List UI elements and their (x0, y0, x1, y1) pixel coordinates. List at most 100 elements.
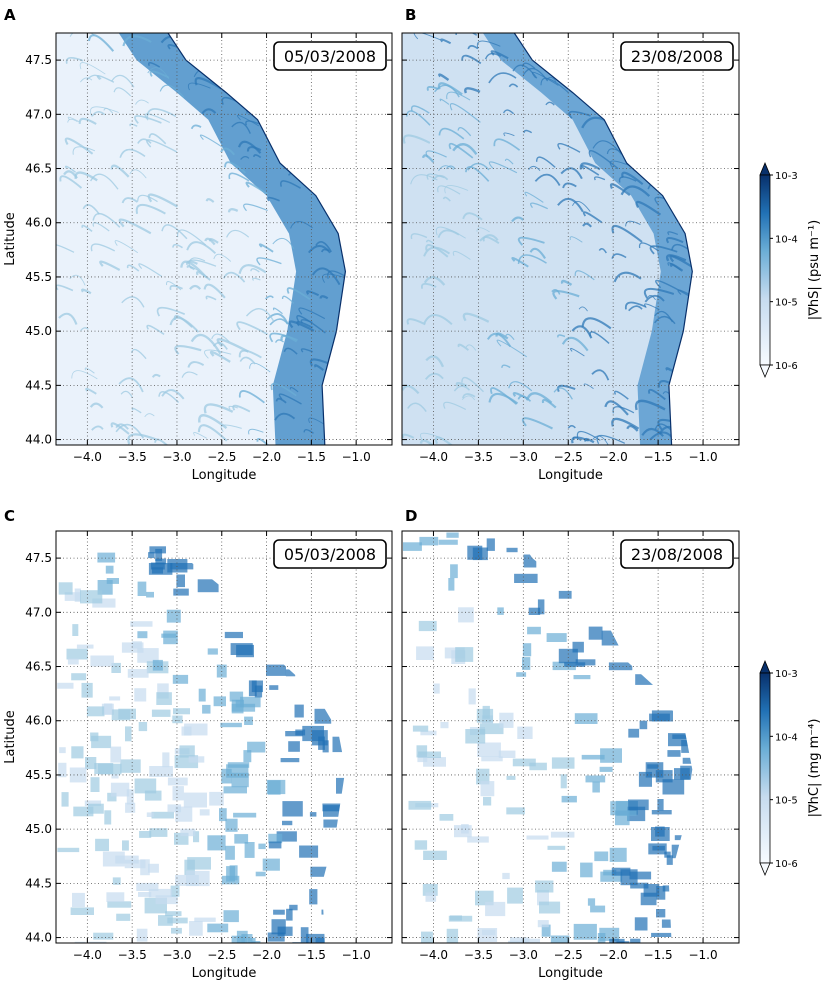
gradient-patch (59, 747, 66, 754)
gradient-patch (572, 641, 584, 653)
gradient-patch (207, 835, 226, 851)
gradient-filament (557, 384, 576, 392)
gradient-filament (84, 367, 95, 374)
gradient-patch (282, 820, 293, 826)
gradient-patch (134, 778, 157, 794)
panel-d: −4.0 −3.5 −3.0 −2.5 −2.0 −1.5 −1.0 Longitude 23/… (401, 507, 740, 981)
gradient-filament (186, 241, 217, 254)
gradient-filament (169, 285, 183, 291)
gradient-patch (157, 683, 169, 699)
gradient-patch (580, 862, 593, 878)
gradient-filament (172, 243, 183, 249)
gradient-patch (111, 709, 131, 721)
gradient-filament (228, 172, 250, 182)
x-tick-label: −2.5 (207, 948, 236, 962)
gradient-filament (213, 253, 232, 262)
gradient-filament (604, 400, 629, 416)
gradient-filament (137, 138, 152, 144)
gradient-patch (455, 647, 474, 662)
gradient-filament (462, 212, 483, 221)
gradient-filament (638, 242, 658, 251)
gradient-patch (171, 927, 182, 934)
gradient-filament (425, 355, 445, 368)
gradient-patch (635, 674, 654, 685)
gradient-filament (437, 229, 460, 238)
gradient-filament (92, 212, 121, 228)
gradient-patch (152, 659, 163, 671)
gradient-filament (288, 320, 315, 332)
gradient-patch (116, 913, 131, 921)
gradient-filament (283, 347, 298, 355)
gradient-patch (599, 766, 613, 772)
gradient-filament (517, 254, 547, 265)
gradient-filament (161, 389, 185, 400)
gradient-patch (526, 835, 549, 840)
gradient-filament (289, 386, 299, 393)
gradient-patch (529, 762, 547, 771)
gradient-filament (190, 124, 202, 130)
gradient-filament (476, 40, 501, 49)
gradient-filament (203, 283, 226, 299)
gradient-patch (156, 692, 172, 705)
gradient-patch (418, 751, 441, 758)
gradient-filament (190, 333, 222, 355)
gradient-patch (502, 872, 510, 880)
heatmap-field (56, 531, 392, 943)
gradient-filament (80, 77, 93, 83)
gradient-filament (666, 237, 684, 244)
gradient-patch (438, 539, 458, 545)
gradient-filament (300, 348, 313, 353)
gradient-filament (461, 395, 476, 401)
gradient-filament (419, 432, 446, 441)
gradient-filament (557, 197, 584, 213)
gradient-patch (480, 781, 495, 797)
gradient-patch (198, 688, 206, 702)
gradient-filament (272, 237, 295, 250)
gradient-patch (125, 726, 132, 742)
gradient-filament (438, 127, 465, 140)
gradient-patch (194, 917, 216, 922)
gradient-filament (246, 146, 262, 152)
gradient-patch (134, 688, 147, 702)
y-tick-label: 45.0 (25, 822, 52, 836)
gradient-patch (588, 626, 603, 640)
gradient-patch (94, 763, 114, 774)
gradient-patch (423, 757, 446, 767)
gradient-filament (186, 264, 196, 271)
colorbar-tick-label: 10-6 (775, 859, 798, 870)
gradient-patch (229, 691, 244, 702)
y-tick-label: 44.0 (25, 931, 52, 945)
gradient-filament (96, 75, 115, 83)
panel-label: D (405, 507, 417, 525)
gradient-filament (521, 417, 553, 430)
gradient-filament (426, 85, 439, 92)
gradient-filament (189, 284, 202, 290)
gradient-patch (148, 552, 155, 559)
gradient-filament (290, 220, 313, 229)
gradient-filament (669, 255, 696, 270)
gradient-patch (638, 771, 652, 787)
gradient-patch (207, 648, 218, 655)
gradient-patch (165, 911, 182, 917)
gradient-patch (120, 759, 141, 773)
coastline (513, 33, 693, 445)
gradient-patch (72, 892, 85, 907)
gradient-filament (69, 33, 95, 37)
gradient-filament (146, 139, 178, 153)
gradient-patch (172, 786, 184, 801)
gradient-filament (226, 229, 250, 238)
gradient-filament (166, 281, 182, 291)
gradient-filament (134, 115, 162, 124)
gradient-patch (175, 806, 193, 822)
gradient-filament (274, 412, 296, 421)
gradient-filament (119, 148, 146, 158)
y-tick-label: 44.0 (25, 433, 52, 447)
gradient-patch (285, 731, 303, 737)
gradient-patch (514, 573, 538, 583)
gradient-filament (115, 423, 129, 430)
gradient-filament (410, 233, 428, 240)
gradient-patch (226, 866, 235, 882)
gradient-filament (425, 244, 449, 258)
gradient-filament (551, 288, 561, 295)
gradient-patch (561, 795, 577, 803)
